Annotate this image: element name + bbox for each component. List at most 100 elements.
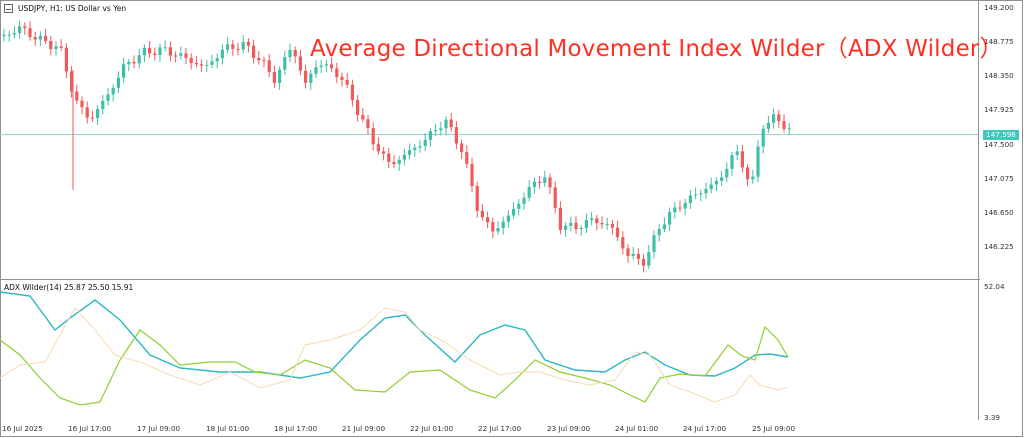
- candle: [777, 114, 781, 122]
- time-tick: 22 Jul 01:00: [410, 424, 454, 433]
- candle: [153, 53, 157, 56]
- chart-title: Average Directional Movement Index Wilde…: [310, 36, 1003, 62]
- candle: [75, 91, 79, 101]
- candle: [7, 34, 11, 36]
- candle: [439, 128, 443, 131]
- candle: [96, 109, 100, 118]
- candle: [454, 127, 458, 144]
- candle: [267, 60, 271, 72]
- candle: [688, 195, 692, 203]
- candle: [246, 41, 250, 46]
- candle: [522, 197, 526, 204]
- candle: [335, 68, 339, 78]
- indicator-tick: 3.39: [984, 413, 1001, 422]
- candle: [12, 32, 16, 35]
- candle: [272, 71, 276, 83]
- candle: [647, 251, 651, 266]
- candle: [252, 45, 256, 58]
- candle: [142, 47, 146, 56]
- candle: [215, 58, 219, 62]
- symbol-label: USDJPY, H1: US Dollar vs Yen: [18, 4, 127, 13]
- candle: [475, 186, 479, 211]
- candle: [626, 248, 630, 256]
- candle: [304, 70, 308, 83]
- minus-di-line: [0, 307, 789, 403]
- indicator-divider[interactable]: [0, 279, 980, 280]
- candle: [309, 73, 313, 83]
- price-tick: 147.075: [984, 174, 1014, 183]
- candle: [2, 34, 6, 36]
- candle: [766, 122, 770, 129]
- candle: [730, 155, 734, 169]
- minimize-icon[interactable]: [4, 4, 13, 13]
- candle: [616, 227, 620, 238]
- candle: [345, 79, 349, 85]
- candle: [293, 49, 297, 57]
- candle: [610, 223, 614, 228]
- candle: [158, 47, 162, 56]
- candle: [122, 64, 126, 78]
- candle: [480, 210, 484, 218]
- candle: [501, 221, 505, 229]
- candle: [532, 181, 536, 188]
- candle: [621, 237, 625, 249]
- time-tick: 18 Jul 01:00: [206, 424, 250, 433]
- price-tick: 146.225: [984, 242, 1014, 251]
- candle: [49, 40, 53, 50]
- candle: [444, 119, 448, 129]
- candle: [231, 44, 235, 49]
- candle: [392, 161, 396, 165]
- candle: [496, 228, 500, 232]
- candle: [548, 177, 552, 188]
- candle: [226, 44, 230, 50]
- candle: [683, 202, 687, 209]
- candle: [751, 176, 755, 180]
- candle: [23, 26, 27, 29]
- candle: [740, 151, 744, 168]
- candle: [720, 177, 724, 181]
- candle: [116, 77, 120, 88]
- candle: [28, 28, 32, 38]
- candle: [782, 121, 786, 129]
- candle: [735, 151, 739, 156]
- candle: [241, 41, 245, 50]
- candle: [553, 187, 557, 208]
- candle: [595, 218, 599, 224]
- candle: [210, 61, 214, 65]
- candle: [148, 47, 152, 54]
- time-tick: 23 Jul 09:00: [547, 424, 591, 433]
- price-axis-divider: [978, 0, 979, 420]
- candle: [137, 55, 141, 64]
- candle: [330, 64, 334, 69]
- candle: [694, 194, 698, 196]
- current-price-line: [0, 134, 978, 135]
- candle: [366, 119, 370, 128]
- candle: [756, 146, 760, 177]
- time-tick: 24 Jul 01:00: [615, 424, 659, 433]
- candle: [163, 47, 167, 49]
- candle: [324, 64, 328, 66]
- candle: [569, 222, 573, 226]
- candle: [714, 180, 718, 185]
- candle: [449, 119, 453, 128]
- candle: [428, 131, 432, 140]
- candle: [631, 253, 635, 256]
- candle: [590, 218, 594, 221]
- candle: [90, 117, 94, 119]
- candle: [283, 57, 287, 70]
- indicator-tick: 52.04: [984, 282, 1005, 291]
- candle: [200, 64, 204, 66]
- candle: [257, 57, 261, 61]
- candle: [101, 100, 105, 110]
- candle: [423, 139, 427, 147]
- candle: [376, 144, 380, 152]
- time-tick: 16 Jul 2025: [2, 424, 43, 433]
- candle: [746, 167, 750, 180]
- candle: [772, 114, 776, 123]
- candle: [64, 47, 68, 72]
- candle: [527, 187, 531, 198]
- candle: [558, 207, 562, 230]
